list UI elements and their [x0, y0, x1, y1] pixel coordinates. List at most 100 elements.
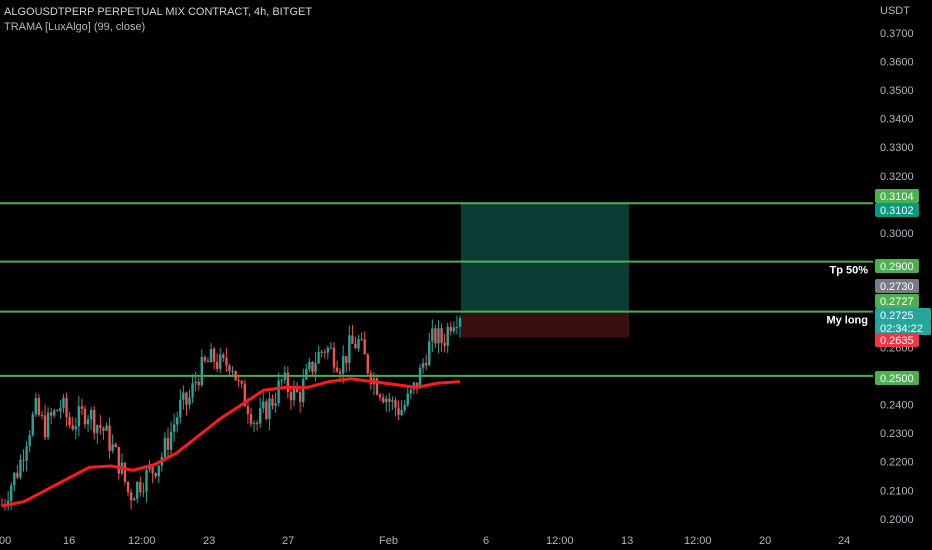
price-tag-bg: [875, 371, 919, 385]
candle-body: [252, 422, 256, 424]
price-tick-label: 0.2000: [880, 514, 914, 526]
candle-body: [369, 373, 373, 385]
candle-body: [126, 481, 130, 493]
candle-body: [129, 492, 133, 501]
annotations: Tp 50% My long: [826, 265, 868, 327]
price-tag-text: 0.2900: [880, 261, 914, 273]
candle-body: [391, 400, 394, 402]
candle-body: [458, 318, 462, 327]
price-tags: 0.3104 0.3102 0.2900 0.2730 0.2727 0.272502:3…: [875, 189, 931, 385]
candle-body: [351, 335, 354, 344]
price-tag-text: 0.3102: [880, 205, 914, 217]
price-tag-text: 0.2500: [880, 373, 914, 385]
candle-body: [228, 365, 231, 371]
time-tick-label: 13: [621, 535, 633, 547]
candle-body: [194, 381, 197, 384]
price-tag-bg: [875, 203, 919, 217]
candle-body: [394, 400, 397, 408]
candle-body: [381, 397, 385, 403]
annotation-label: My long: [826, 315, 868, 327]
candle-body: [428, 341, 431, 366]
candle-body: [22, 459, 25, 461]
price-tick-label: 0.3500: [880, 85, 914, 97]
candle-body: [354, 343, 357, 349]
price-tag-bg: [875, 308, 931, 322]
price-tag-bg: [875, 189, 919, 203]
candle-body: [154, 473, 157, 477]
candle-body: [335, 367, 339, 372]
candle-body: [271, 398, 274, 406]
time-tick-label: 12:00: [546, 535, 574, 547]
candle-body: [182, 392, 185, 400]
time-tick-label: 16: [63, 535, 75, 547]
price-tag: 0.2900: [875, 259, 919, 273]
candle-body: [452, 327, 456, 332]
candle-body: [437, 328, 440, 344]
candle-body: [108, 425, 111, 451]
candle-body: [240, 381, 243, 384]
candle-body: [74, 426, 77, 430]
candle-body: [378, 394, 382, 398]
time-tick-label: 27: [282, 535, 294, 547]
candle-body: [262, 401, 265, 409]
candle-body: [59, 408, 62, 412]
time-axis[interactable]: :00 16 12:00 23 27 Feb 6 12:00 13 12:00 20 24: [0, 535, 850, 547]
symbol-title: ALGOUSDTPERP PERPETUAL MIX CONTRACT, 4h,…: [4, 6, 313, 18]
candle-body: [249, 413, 253, 424]
candle-body: [403, 404, 406, 410]
candle-body: [449, 326, 452, 332]
candle-body: [166, 437, 170, 450]
candle-body: [89, 409, 93, 420]
candle-body: [96, 425, 99, 433]
candle-body: [326, 347, 330, 353]
candle-body: [397, 407, 400, 416]
time-tick-label: :00: [0, 535, 11, 547]
candle-body: [302, 379, 305, 403]
candle-body: [345, 356, 348, 363]
candle-body: [243, 383, 247, 407]
candle-body: [234, 370, 237, 381]
candle-body: [289, 391, 293, 401]
target-zone: [461, 203, 629, 312]
candle-body: [114, 444, 117, 448]
trama-series-line: [1, 377, 461, 508]
candle-body: [16, 472, 19, 478]
candle-body: [13, 472, 16, 486]
candle-body: [409, 389, 413, 394]
candle-body: [259, 408, 262, 424]
candle-body: [406, 393, 409, 405]
candle-body: [6, 500, 10, 504]
candle-body: [34, 398, 38, 415]
candle-body: [338, 371, 342, 374]
annotation-label: Tp 50%: [829, 265, 868, 277]
candle-body: [329, 347, 333, 349]
candle-body: [219, 354, 222, 369]
price-tag-bg: [875, 321, 931, 335]
candle-body: [446, 326, 449, 346]
candle-body: [246, 406, 250, 414]
price-tag-text: 0.2727: [880, 296, 914, 308]
candle-body: [274, 403, 277, 406]
candle-body: [440, 328, 443, 343]
candle-body: [400, 409, 403, 416]
candle-body: [31, 414, 34, 436]
candle-body: [385, 398, 388, 403]
time-tick-label: 24: [838, 535, 850, 547]
candle-body: [19, 459, 22, 478]
candle-body: [40, 414, 44, 416]
candle-body: [277, 380, 280, 404]
price-tag-text: 0.3104: [880, 191, 914, 203]
price-tag: 0.3102: [875, 203, 919, 217]
candle-body: [209, 348, 213, 363]
candle-body: [305, 368, 308, 380]
candle-body: [71, 425, 74, 430]
candle-body: [375, 378, 379, 395]
candle-body: [46, 412, 50, 438]
candle-body: [283, 372, 286, 380]
time-tick-label: 23: [203, 535, 215, 547]
candle-body: [145, 469, 148, 492]
candle-body: [418, 367, 422, 389]
candle-body: [237, 380, 240, 382]
candle-body: [225, 358, 228, 366]
